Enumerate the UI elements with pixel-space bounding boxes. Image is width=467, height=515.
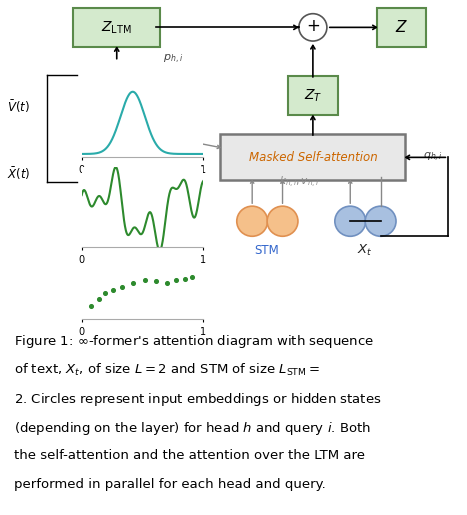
Text: $2$. Circles represent input embeddings or hidden states: $2$. Circles represent input embeddings … [14,391,382,408]
Point [163,279,170,287]
Circle shape [335,206,366,236]
FancyBboxPatch shape [288,76,338,115]
Circle shape [365,206,396,236]
Point [95,295,102,303]
Text: the self-attention and the attention over the LTM are: the self-attention and the attention ove… [14,449,365,462]
Text: $X_t$: $X_t$ [357,243,373,259]
FancyBboxPatch shape [73,8,160,47]
Point [189,273,196,281]
Text: performed in parallel for each head and query.: performed in parallel for each head and … [14,478,326,491]
Text: $k_{h,i}, v_{h,i}$: $k_{h,i}, v_{h,i}$ [279,175,319,190]
Point [101,289,108,298]
Text: $Z_T$: $Z_T$ [304,88,322,104]
Text: of text, $X_t$, of size $L = 2$ and STM of size $L_{\rm STM} =$: of text, $X_t$, of size $L = 2$ and STM … [14,362,320,378]
Text: $+$: $+$ [306,18,320,36]
Point [141,276,149,284]
Point [173,276,180,284]
Point [88,302,95,310]
Point [152,277,160,285]
Point [118,283,126,291]
Point [129,279,136,287]
Text: $\bar{X}(t)$: $\bar{X}(t)$ [7,165,30,182]
Text: $Z$: $Z$ [395,20,408,36]
Text: (depending on the layer) for head $h$ and query $i$. Both: (depending on the layer) for head $h$ an… [14,420,371,437]
Text: $p_{h,i}$: $p_{h,i}$ [163,53,184,66]
Text: STM: STM [255,245,279,258]
Point [110,285,117,294]
FancyBboxPatch shape [220,134,405,180]
Circle shape [299,14,327,41]
Circle shape [237,206,268,236]
Text: Figure 1: $\infty$-former's attention diagram with sequence: Figure 1: $\infty$-former's attention di… [14,333,374,350]
Text: $\bar{V}(t)$: $\bar{V}(t)$ [7,99,30,115]
Text: $q_{h,i}$: $q_{h,i}$ [159,119,179,132]
FancyBboxPatch shape [377,8,426,47]
Circle shape [267,206,298,236]
Text: Masked Self-attention: Masked Self-attention [248,151,377,164]
Point [181,274,189,283]
Text: $Z_{\rm LTM}$: $Z_{\rm LTM}$ [101,19,132,36]
Text: $q_{h,i}$: $q_{h,i}$ [423,151,443,164]
Text: $k_{h,i}$: $k_{h,i}$ [107,125,126,140]
